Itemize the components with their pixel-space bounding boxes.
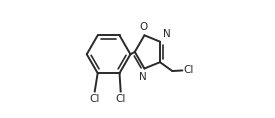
- Text: N: N: [163, 29, 171, 39]
- Text: O: O: [140, 21, 148, 32]
- Text: Cl: Cl: [90, 94, 100, 104]
- Text: N: N: [139, 72, 147, 82]
- Text: Cl: Cl: [183, 65, 194, 75]
- Text: Cl: Cl: [116, 94, 126, 104]
